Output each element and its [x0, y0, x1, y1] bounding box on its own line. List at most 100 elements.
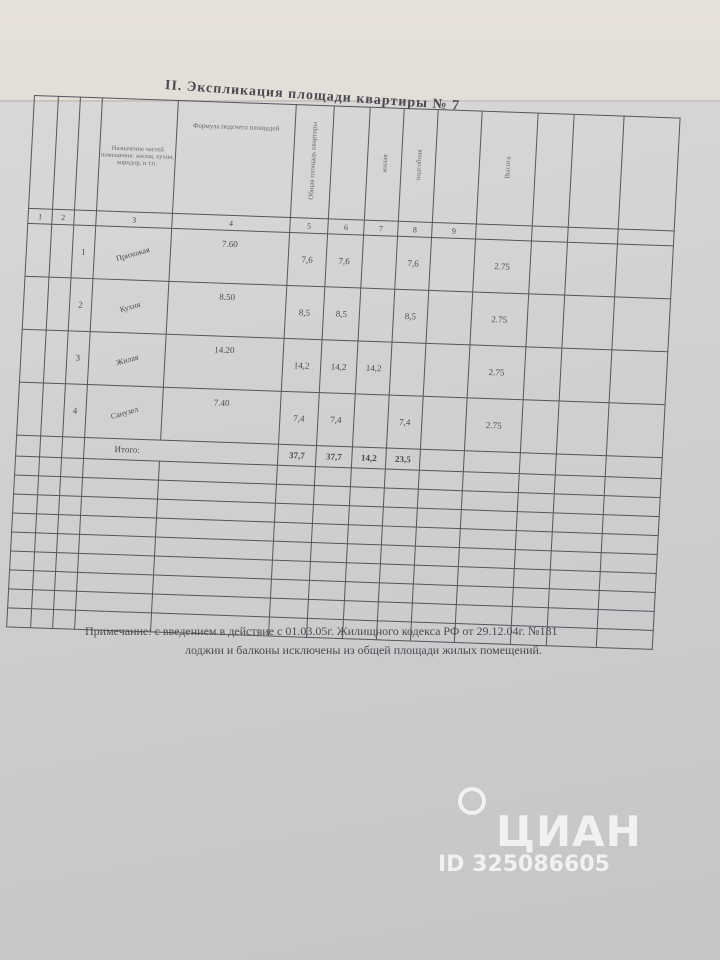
empty-cell [550, 550, 602, 572]
cell-height: 2.75 [467, 344, 526, 400]
empty-cell [548, 588, 600, 610]
totals-apartment: 37,7 [315, 445, 353, 468]
empty-cell [53, 590, 77, 611]
empty-cell [9, 550, 35, 571]
totals-total: 37,7 [277, 444, 317, 467]
empty-cell [380, 544, 416, 566]
empty-cell [314, 466, 352, 487]
empty-cell [459, 528, 517, 550]
empty-cell [270, 579, 310, 600]
cell-aux: 8,5 [391, 289, 429, 344]
empty-cell [564, 242, 618, 297]
empty-cell [604, 476, 662, 498]
empty-cell [512, 587, 550, 608]
empty-cell [411, 603, 457, 624]
empty-cell [46, 277, 71, 331]
empty-cell [59, 476, 83, 497]
empty-cell [561, 295, 615, 350]
empty-cell [11, 513, 37, 533]
empty-cell [413, 565, 459, 586]
header-aux: подсобная [413, 148, 424, 180]
header-row: Назначение частей помещения: жилая, кухн… [28, 95, 681, 231]
empty-cell [425, 290, 473, 345]
empty-cell [514, 549, 552, 570]
col-num: 6 [327, 218, 365, 236]
empty-cell [58, 495, 82, 516]
empty-cell [417, 489, 463, 510]
empty-cell [611, 296, 671, 352]
empty-cell [16, 382, 44, 436]
note: Примечание: с введением в действие с 01.… [85, 622, 557, 660]
empty-cell [458, 547, 516, 569]
empty-cell [462, 471, 520, 493]
empty-cell [345, 562, 381, 583]
location-pin-icon [458, 787, 486, 815]
empty-cell [19, 329, 47, 384]
empty-cell [457, 566, 515, 588]
empty-cell [272, 541, 312, 562]
empty-cell [423, 343, 470, 398]
empty-cell [520, 399, 560, 454]
empty-cell [461, 490, 519, 512]
empty-cell [37, 475, 61, 496]
empty-cell [414, 546, 460, 567]
empty-cell [80, 496, 158, 519]
cell-height: 2.75 [464, 397, 524, 453]
cell-aux: 7,6 [394, 236, 432, 291]
empty-cell [384, 468, 420, 490]
cell-name: Санузел [80, 376, 168, 449]
empty-cell [348, 505, 384, 526]
empty-cell [349, 486, 385, 507]
empty-cell [31, 589, 55, 610]
empty-cell [33, 551, 57, 572]
empty-cell [596, 628, 654, 650]
empty-cell [614, 243, 674, 299]
note-line-2: лоджии и балконы исключены из общей площ… [185, 643, 542, 657]
empty-cell [308, 580, 346, 601]
empty-cell [56, 533, 80, 554]
empty-cell [22, 276, 49, 331]
cian-watermark: ЦИАН ID 325086605 [438, 785, 642, 877]
cell-living: 14,2 [355, 340, 392, 396]
header-purpose: Назначение частей помещения: жилая, кухн… [96, 97, 179, 214]
cell-apartment: 7,4 [316, 392, 356, 447]
cell-aux [389, 342, 426, 397]
empty-cell [416, 508, 462, 529]
empty-cell [32, 570, 56, 591]
cell-height: 2.75 [469, 291, 529, 347]
explication-table: Назначение частей помещения: жилая, кухн… [6, 95, 681, 650]
col-num: 2 [51, 209, 75, 225]
empty-cell [40, 383, 66, 437]
empty-cell [54, 571, 78, 592]
empty-cell [8, 569, 34, 590]
cell-formula: 7.60 [168, 228, 290, 286]
empty-cell [600, 552, 658, 574]
header-total: Общая площадь квартиры [306, 121, 319, 200]
empty-cell [311, 523, 349, 544]
empty-cell [13, 475, 39, 495]
empty-cell [609, 349, 668, 405]
totals-aux: 23,5 [385, 448, 421, 471]
cell-total: 7,6 [286, 232, 328, 287]
empty-cell [10, 531, 36, 552]
empty-cell [598, 590, 656, 612]
empty-cell [79, 515, 157, 538]
empty-cell [43, 330, 69, 384]
empty-cell [78, 534, 156, 556]
col-num: 1 [27, 208, 53, 225]
empty-cell [275, 484, 315, 505]
empty-cell [34, 532, 58, 553]
empty-cell [599, 571, 657, 593]
empty-cell [597, 609, 655, 631]
empty-cell [271, 560, 311, 581]
cell-living [352, 393, 390, 449]
cell-formula: 7.40 [160, 387, 282, 445]
empty-cell [418, 470, 464, 491]
note-line-1: Примечание: с введением в действие с 01.… [85, 624, 558, 638]
empty-cell [12, 494, 38, 514]
empty-cell [517, 492, 555, 513]
empty-cell [553, 493, 605, 515]
empty-cell [551, 531, 603, 553]
empty-cell [525, 293, 565, 349]
empty-cell [36, 494, 60, 515]
